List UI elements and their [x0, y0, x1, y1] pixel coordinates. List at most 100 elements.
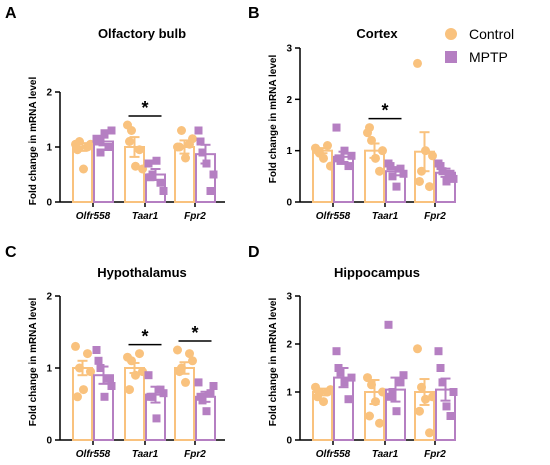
point-control: [185, 349, 194, 359]
point-control: [378, 146, 387, 156]
point-mptp: [446, 412, 455, 420]
x-tick-label: Taar1: [132, 449, 159, 460]
point-mptp: [436, 162, 445, 171]
point-mptp: [202, 159, 211, 168]
point-control: [413, 344, 422, 354]
panel-c: C Hypothalamus Fold change in mRNA level 0 1…: [5, 244, 225, 460]
point-mptp: [198, 148, 207, 157]
point-mptp: [340, 378, 349, 387]
point-mptp: [194, 126, 203, 135]
y-tick-label: 1: [286, 146, 292, 157]
y-axis-label: Fold change in mRNA level: [268, 298, 279, 427]
point-mptp: [144, 159, 153, 168]
point-control: [378, 387, 387, 397]
point-control: [417, 166, 426, 176]
x-tick-label: Taar1: [132, 211, 159, 222]
y-tick-label: 2: [286, 340, 292, 351]
legend-control-marker: [445, 28, 457, 40]
point-control: [135, 349, 144, 359]
point-control: [83, 349, 92, 359]
point-control: [413, 58, 422, 68]
point-mptp: [442, 402, 451, 411]
point-mptp: [144, 371, 153, 380]
point-mptp: [159, 187, 168, 195]
panel-letter: C: [5, 244, 17, 261]
point-control: [75, 363, 84, 373]
point-control: [367, 135, 376, 145]
point-control: [73, 145, 82, 155]
point-mptp: [96, 364, 105, 372]
y-axis-label: Fold change in mRNA level: [28, 77, 39, 206]
point-control: [428, 392, 437, 402]
point-mptp: [436, 364, 445, 372]
legend: Control MPTP: [445, 26, 514, 65]
point-mptp: [449, 388, 458, 396]
y-tick-label: 3: [286, 292, 292, 303]
point-control: [313, 392, 322, 402]
y-tick-label: 2: [46, 88, 52, 99]
point-control: [319, 153, 328, 163]
point-control: [323, 141, 332, 151]
point-mptp: [100, 392, 109, 401]
point-control: [326, 161, 335, 171]
y-tick-label: 2: [286, 95, 292, 106]
panel-a: A Olfactory bulb Fold change in mRNA level…: [5, 5, 225, 222]
point-mptp: [340, 146, 349, 155]
point-mptp: [146, 173, 155, 182]
point-control: [428, 151, 437, 161]
panel-d: D Hippocampus Fold change in mRNA level 0 1 2…: [248, 244, 458, 460]
significance-star: *: [381, 101, 388, 121]
point-mptp: [152, 414, 161, 423]
point-mptp: [159, 389, 168, 398]
point-mptp: [344, 162, 353, 171]
point-control: [177, 126, 186, 135]
point-mptp: [388, 172, 397, 181]
point-mptp: [94, 137, 103, 146]
point-mptp: [438, 378, 447, 387]
point-control: [125, 385, 134, 395]
point-control: [188, 356, 197, 366]
point-mptp: [332, 347, 341, 356]
point-control: [181, 377, 190, 387]
point-mptp: [334, 154, 343, 163]
point-mptp: [104, 374, 113, 383]
point-mptp: [396, 164, 405, 173]
x-tick-label: Taar1: [372, 449, 399, 460]
point-mptp: [392, 182, 401, 191]
point-mptp: [344, 395, 353, 404]
point-mptp: [434, 347, 443, 356]
point-mptp: [202, 407, 211, 416]
y-tick-label: 1: [46, 143, 52, 154]
point-mptp: [399, 169, 408, 178]
point-control: [371, 397, 380, 407]
point-control: [135, 145, 144, 155]
y-tick-label: 1: [286, 388, 292, 399]
y-tick-label: 0: [286, 436, 292, 447]
panel-title: Olfactory bulb: [98, 26, 186, 41]
point-control: [326, 385, 335, 395]
point-control: [375, 418, 384, 428]
point-control: [71, 341, 80, 351]
x-tick-label: Olfr558: [76, 449, 111, 460]
point-control: [421, 146, 430, 156]
y-tick-label: 0: [46, 436, 52, 447]
point-mptp: [92, 346, 101, 354]
legend-control-label: Control: [469, 26, 514, 42]
point-control: [75, 137, 84, 146]
point-control: [367, 380, 376, 390]
panel-letter: B: [248, 5, 260, 22]
point-control: [425, 428, 434, 438]
panel-letter: D: [248, 244, 260, 261]
x-tick-label: Fpr2: [424, 449, 446, 460]
point-control: [365, 411, 374, 421]
panel-title: Hippocampus: [334, 265, 420, 280]
point-mptp: [209, 382, 218, 390]
panel-b: B Cortex Fold change in mRNA level 0 1 2 3 Olfr…: [248, 5, 458, 222]
point-control: [425, 182, 434, 192]
point-mptp: [399, 371, 408, 380]
y-tick-label: 1: [46, 364, 52, 375]
x-tick-label: Olfr558: [316, 211, 351, 222]
y-axis-label: Fold change in mRNA level: [28, 298, 39, 427]
legend-mptp-label: MPTP: [469, 49, 508, 65]
